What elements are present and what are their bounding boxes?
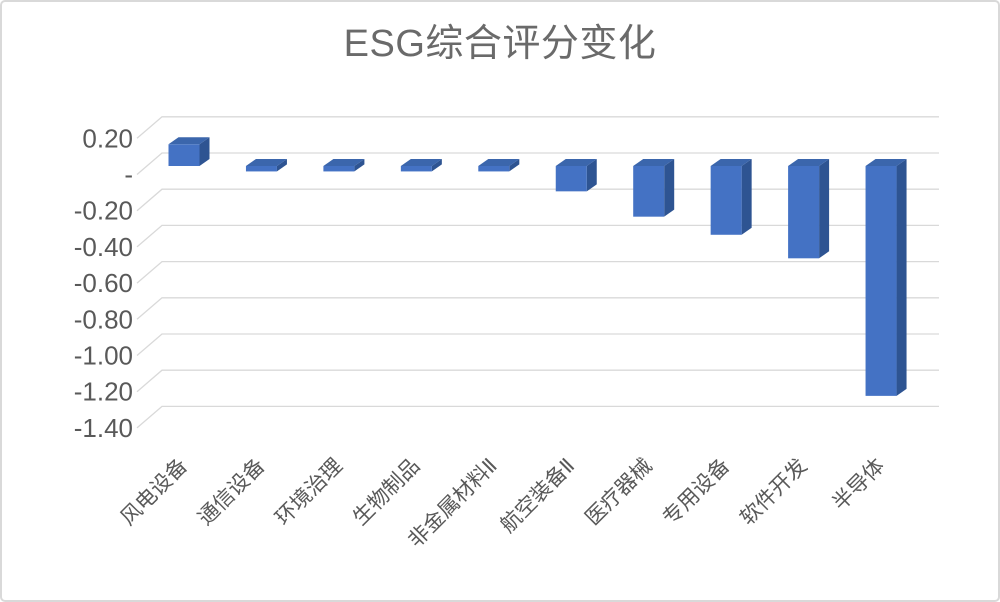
bar-column (555, 159, 597, 192)
bar-column (323, 159, 365, 172)
category-label: 专用设备 (659, 454, 735, 530)
bar-front-face (788, 166, 820, 259)
category-label: 环境治理 (271, 454, 347, 530)
category-label: 通信设备 (194, 454, 270, 530)
back-wall-gridline (136, 116, 939, 139)
bar-column (788, 159, 830, 259)
bar-side-face (741, 159, 752, 235)
bar-top-face (788, 159, 830, 166)
back-wall-gridline (136, 369, 939, 393)
y-tick-label: 0.20 (82, 123, 133, 153)
bar-front-face (323, 166, 355, 172)
bar-column (633, 159, 675, 217)
bar-side-face (431, 159, 442, 172)
bar-top-face (555, 159, 597, 166)
back-wall-gridline (136, 333, 939, 356)
bar-column (865, 159, 907, 396)
bar-front-face (555, 166, 587, 192)
bar-side-face (354, 159, 365, 172)
bar-side-face (896, 159, 907, 396)
y-tick-label: -0.20 (74, 196, 133, 226)
bar-top-face (400, 159, 442, 166)
bar-top-face (168, 137, 210, 145)
back-wall-gridline (136, 405, 939, 429)
bar-front-face (478, 166, 510, 172)
bar-front-face (400, 166, 432, 172)
bar-front-face (245, 166, 277, 172)
category-label: 风电设备 (116, 454, 192, 530)
bar-column (710, 159, 752, 235)
bar-side-face (664, 159, 675, 217)
bar-column (478, 159, 520, 172)
category-label: 半导体 (828, 454, 889, 515)
bar-top-face (710, 159, 752, 166)
category-label: 生物制品 (349, 454, 425, 530)
back-wall-gridline (136, 188, 939, 212)
bar-top-face (633, 159, 675, 166)
bar-side-face (199, 137, 210, 166)
y-tick-label: - (124, 160, 133, 190)
category-label: 软件开发 (736, 454, 812, 530)
bar-top-face (245, 159, 287, 166)
bar-front-face (633, 166, 665, 217)
bar-column (245, 159, 287, 172)
category-label: 航空装备Ⅱ (496, 454, 579, 537)
bar-front-face (865, 166, 897, 396)
y-tick-label: -1.40 (74, 413, 133, 443)
bar-front-face (710, 166, 742, 235)
bar-top-face (323, 159, 365, 166)
bar-side-face (509, 159, 520, 172)
bar-side-face (819, 159, 830, 259)
bar-column (168, 137, 210, 166)
bar-top-face (478, 159, 520, 166)
back-wall-gridline (136, 297, 939, 320)
bar-front-face (168, 144, 200, 166)
y-tick-label: -1.20 (74, 377, 133, 407)
bar-side-face (276, 159, 287, 172)
y-tick-label: -0.60 (74, 268, 133, 298)
y-tick-label: -1.00 (74, 341, 133, 371)
y-tick-label: -0.80 (74, 304, 133, 334)
bar-column (400, 159, 442, 172)
bar-side-face (586, 159, 597, 192)
y-tick-label: -0.40 (74, 232, 133, 262)
back-wall-gridline (136, 260, 939, 284)
back-wall-gridline (136, 224, 939, 248)
chart-title: ESG综合评分变化 (343, 23, 657, 65)
category-label: 医疗器械 (581, 454, 657, 530)
back-wall-gridline (136, 152, 939, 175)
bar-top-face (865, 159, 907, 166)
